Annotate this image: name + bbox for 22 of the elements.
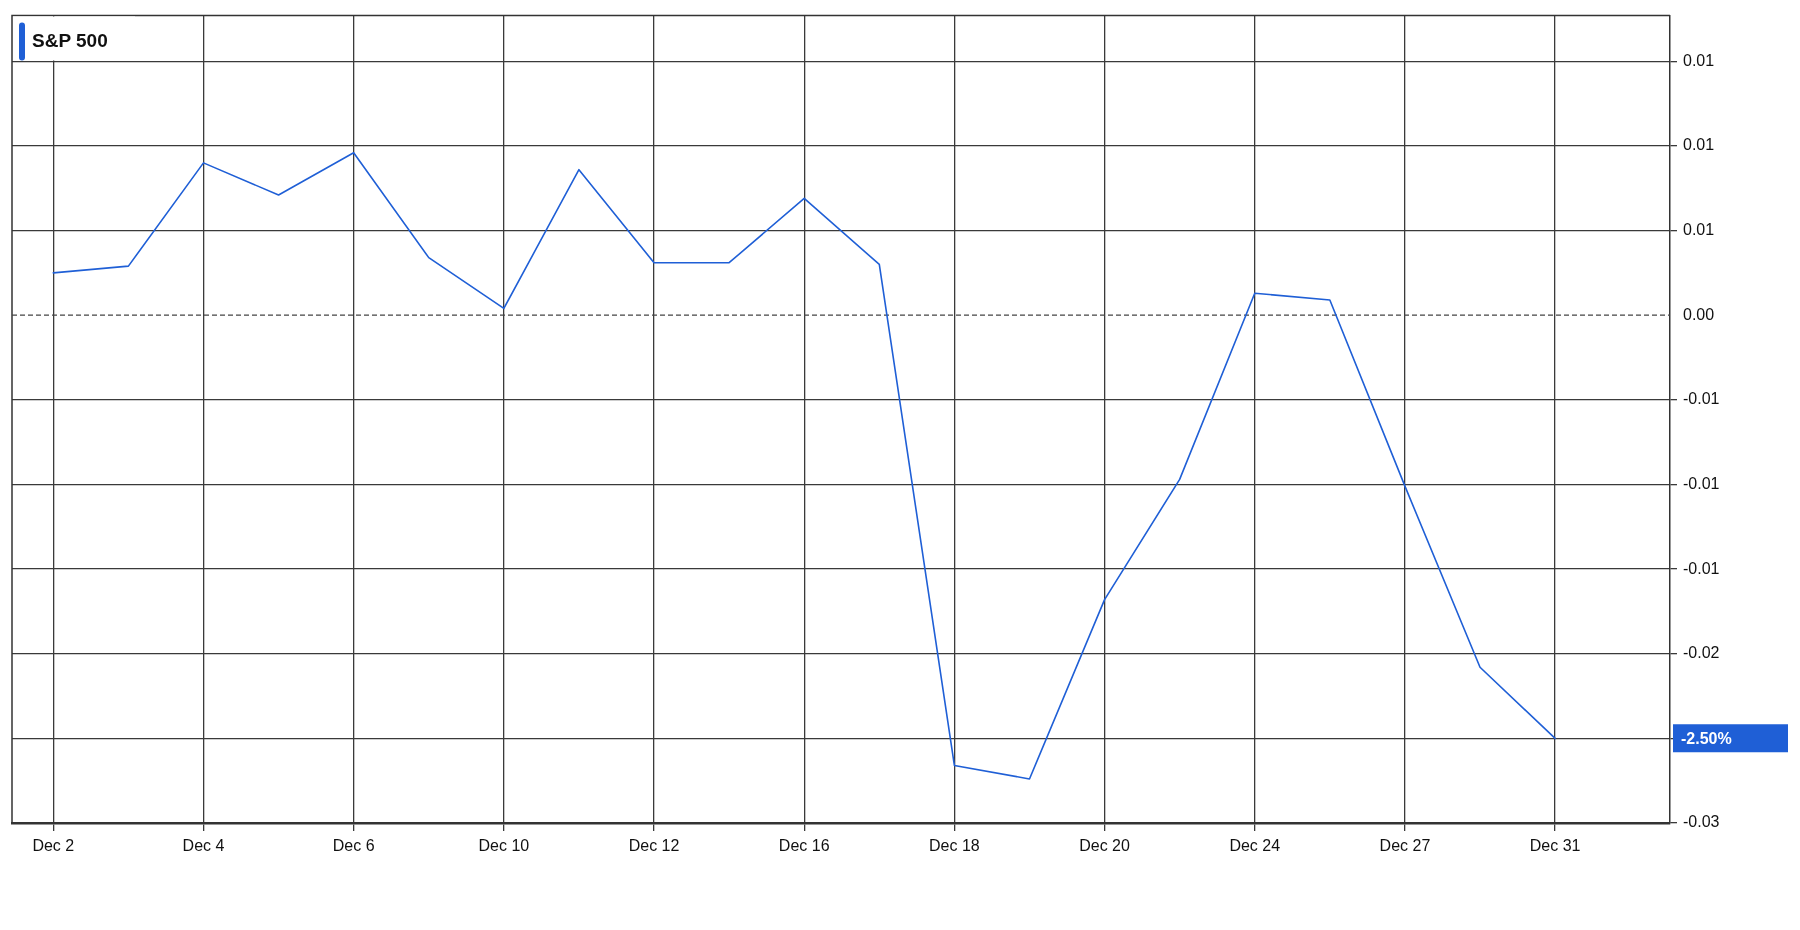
y-tick-label: -0.02 <box>1683 644 1720 662</box>
x-tick-label: Dec 16 <box>778 837 830 855</box>
legend-label: S&P 500 <box>32 29 108 51</box>
y-tick-label: -0.01 <box>1683 474 1720 492</box>
y-tick-label: -0.03 <box>1683 813 1720 831</box>
x-tick-label: Dec 27 <box>1379 837 1431 855</box>
y-tick-label: 0.01 <box>1683 220 1715 238</box>
y-tick-label: -0.01 <box>1683 559 1720 577</box>
x-tick-label: Dec 20 <box>1079 837 1131 855</box>
y-tick-label: 0.01 <box>1683 51 1715 69</box>
x-tick-label: Dec 6 <box>332 837 375 855</box>
x-tick-label: Dec 12 <box>628 837 680 855</box>
x-tick-label: Dec 31 <box>1529 837 1581 855</box>
text: -2.50% <box>1681 729 1732 747</box>
x-tick-label: Dec 24 <box>1229 837 1281 855</box>
x-tick-label: Dec 18 <box>929 837 980 855</box>
x-tick-label: Dec 2 <box>32 837 75 855</box>
y-tick-label: 0.00 <box>1683 305 1715 323</box>
x-tick-label: Dec 4 <box>182 837 225 855</box>
y-tick-label: -0.01 <box>1683 390 1720 408</box>
x-tick-label: Dec 10 <box>478 837 530 855</box>
y-tick-label: 0.01 <box>1683 136 1715 154</box>
